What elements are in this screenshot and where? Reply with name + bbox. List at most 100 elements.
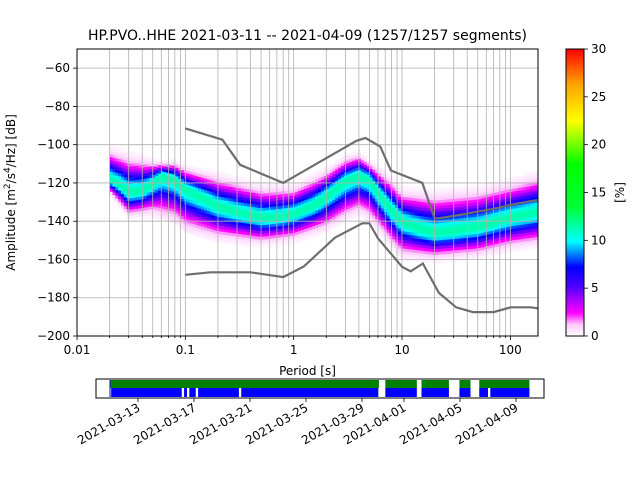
heatmap-cell (335, 200, 339, 204)
heatmap-cell (161, 211, 165, 215)
heatmap-cell (472, 242, 476, 246)
heatmap-cell (506, 177, 510, 182)
heatmap-cell (260, 233, 265, 237)
y-axis-label: Amplitude [m2/s4/Hz] [dB] (3, 114, 18, 271)
heatmap-cell (526, 223, 530, 227)
heatmap-cell (529, 205, 533, 210)
heatmap-cell (295, 197, 299, 201)
heatmap-cell (309, 203, 313, 207)
heatmap-cell (112, 189, 116, 193)
heatmap-cell (415, 189, 419, 193)
heatmap-cell (286, 190, 290, 194)
heatmap-cell (335, 197, 339, 202)
heatmap-cell (360, 208, 365, 213)
heatmap-cell (509, 197, 513, 201)
heatmap-cell (215, 187, 219, 191)
heatmap-cell (346, 179, 350, 184)
heatmap-cell (163, 174, 168, 178)
heatmap-cell (438, 248, 442, 252)
heatmap-cell (195, 198, 199, 202)
heatmap-cell (209, 174, 213, 178)
heatmap-cell (409, 228, 413, 233)
heatmap-cell (246, 223, 250, 227)
heatmap-cell (198, 176, 202, 180)
heatmap-cell (178, 224, 182, 228)
heatmap-cell (263, 233, 268, 237)
heatmap-cell (209, 182, 213, 187)
heatmap-cell (352, 200, 356, 204)
heatmap-cell (146, 212, 150, 216)
heatmap-cell (346, 205, 350, 209)
heatmap-cell (201, 226, 205, 230)
heatmap-cell (152, 206, 156, 210)
heatmap-cell (243, 225, 248, 230)
heatmap-cell (478, 236, 482, 240)
heatmap-cell (455, 226, 459, 231)
heatmap-cell (115, 158, 119, 162)
heatmap-cell (109, 194, 113, 198)
heatmap-cell (406, 185, 410, 189)
heatmap-cell (132, 177, 136, 181)
heatmap-cell (263, 224, 268, 228)
heatmap-cell (355, 156, 359, 160)
heatmap-cell (489, 210, 493, 214)
heatmap-cell (392, 204, 396, 208)
heatmap-cell (135, 176, 139, 181)
heatmap-cell (118, 164, 122, 168)
heatmap-cell (201, 206, 205, 210)
heatmap-cell (386, 209, 390, 213)
heatmap-cell (500, 213, 505, 217)
psd-segment-bar (479, 388, 488, 397)
heatmap-cell (472, 216, 476, 221)
heatmap-cell (218, 199, 222, 203)
heatmap-cell (520, 198, 525, 202)
heatmap-cell (232, 238, 236, 242)
heatmap-cell (335, 220, 339, 224)
heatmap-cell (358, 212, 362, 217)
heatmap-cell (366, 177, 370, 181)
heatmap-cell (143, 207, 148, 211)
heatmap-cell (161, 205, 165, 209)
heatmap-cell (118, 204, 122, 208)
heatmap-cell (289, 235, 293, 240)
heatmap-cell (523, 215, 527, 219)
heatmap-cell (138, 193, 142, 197)
heatmap-cell (258, 181, 262, 186)
heatmap-cell (198, 231, 202, 235)
heatmap-cell (172, 176, 176, 181)
heatmap-cell (512, 225, 516, 229)
heatmap-cell (320, 188, 325, 192)
heatmap-cell (372, 197, 376, 202)
heatmap-cell (509, 240, 513, 244)
heatmap-cell (529, 240, 533, 244)
heatmap-cell (515, 213, 519, 217)
heatmap-cell (220, 182, 225, 186)
heatmap-cell (112, 160, 116, 164)
heatmap-cell (435, 251, 439, 255)
heatmap-cell (161, 199, 165, 204)
heatmap-cell (306, 193, 310, 197)
heatmap-cell (332, 199, 336, 203)
heatmap-cell (192, 220, 196, 225)
heatmap-cell (518, 204, 522, 208)
heatmap-cell (295, 220, 299, 224)
heatmap-cell (352, 191, 356, 196)
heatmap-cell (172, 179, 176, 184)
heatmap-cell (355, 184, 359, 189)
heatmap-cell (266, 241, 270, 245)
heatmap-cell (340, 202, 345, 207)
heatmap-cell (466, 231, 470, 235)
heatmap-cell (229, 238, 233, 242)
heatmap-cell (463, 203, 468, 207)
heatmap-cell (178, 195, 182, 200)
heatmap-cell (181, 201, 185, 205)
heatmap-cell (463, 220, 468, 224)
heatmap-cell (246, 217, 250, 221)
heatmap-cell (141, 198, 145, 203)
heatmap-cell (420, 247, 425, 251)
heatmap-cell (298, 201, 302, 206)
heatmap-cell (178, 175, 182, 180)
heatmap-cell (263, 213, 268, 217)
heatmap-cell (255, 192, 259, 197)
heatmap-cell (500, 250, 505, 255)
